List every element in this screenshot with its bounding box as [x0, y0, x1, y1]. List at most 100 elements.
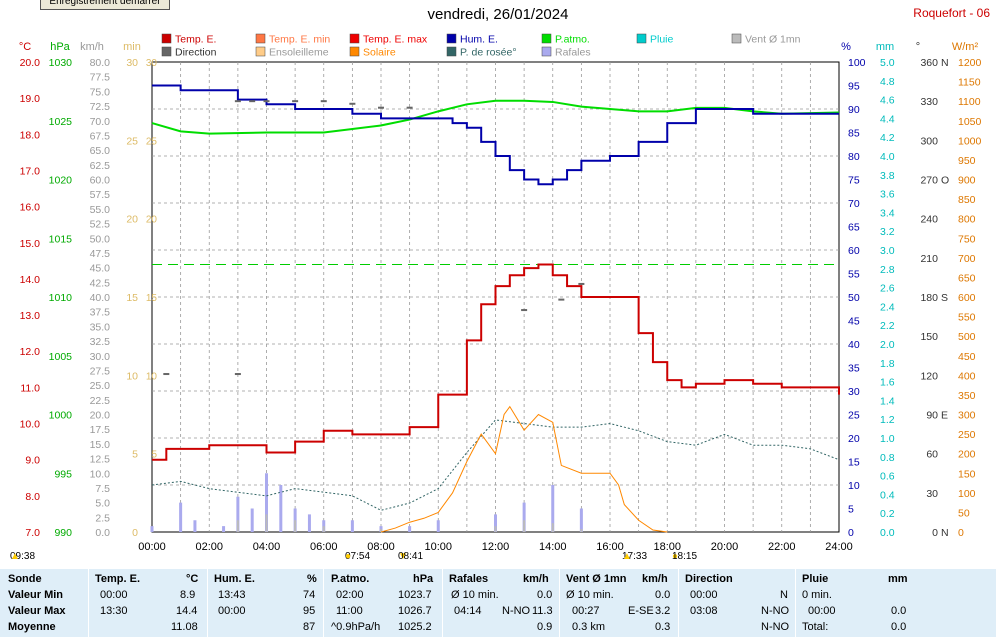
x-tick-label: 06:00	[310, 541, 338, 553]
rain-axis-label: 1.8	[880, 358, 895, 370]
rain-axis-label: 3.6	[880, 189, 895, 201]
rain-axis-label: 0.2	[880, 508, 895, 520]
x-tick-label: 02:00	[195, 541, 223, 553]
rain-axis-label: 0.8	[880, 452, 895, 464]
rain-axis-label: 4.8	[880, 76, 895, 88]
rain-axis-label: 2.8	[880, 264, 895, 276]
temp-axis-label: 14.0	[20, 274, 41, 286]
stats-panel: Sonde Valeur Min Valeur Max Moyenne Temp…	[0, 569, 996, 637]
x-tick-label: 22:00	[768, 541, 796, 553]
dewpoint-line	[151, 419, 840, 511]
direction-cardinal-label: E	[941, 410, 948, 422]
sunshine-axis-label-inner: 15	[146, 293, 158, 304]
wind-axis-label: 42.5	[90, 277, 111, 289]
stats-header-hum: Hum. E.	[214, 573, 255, 585]
direction-axis-label: 120	[920, 370, 938, 382]
temp-axis-label: 15.0	[20, 238, 41, 250]
sunshine-axis-label-inner: 25	[146, 136, 158, 147]
humidity-axis-label: 10	[848, 480, 860, 492]
rain-axis-label: 3.0	[880, 245, 895, 257]
stats-row-label: Valeur Min	[8, 589, 64, 601]
legend-swatch	[541, 33, 552, 44]
solar-axis-label: 750	[958, 233, 976, 245]
rain-axis-label: 4.0	[880, 151, 895, 163]
wind-bar	[380, 529, 382, 532]
stats-cell: 11.08	[171, 621, 198, 633]
temp-axis-label: 10.0	[20, 419, 41, 431]
stats-cell: Ø 10 min.	[451, 589, 499, 601]
sunshine-axis-label: 15	[126, 292, 138, 304]
wind-axis-label: 60.0	[90, 175, 111, 187]
direction-axis-label: 90	[926, 410, 938, 422]
rafales-bar	[350, 520, 354, 532]
stats-cell: N-NO	[761, 621, 790, 633]
stats-cell: 13:30	[100, 605, 128, 617]
stats-cell: 14.4	[176, 605, 198, 617]
legend-swatch	[349, 46, 360, 57]
rafales-bar	[522, 502, 526, 532]
sunshine-axis-label: 25	[126, 135, 138, 147]
stats-cell: 1025.2	[398, 621, 432, 633]
solar-axis-label: 700	[958, 253, 976, 265]
temperature-line	[152, 263, 840, 461]
stats-row-label: Valeur Max	[8, 605, 66, 617]
sun-timeline: 09:38 ▲ 07:54 ● ▼ 08:41 17:33 ▲ ● 18:15	[10, 551, 698, 562]
direction-mark	[521, 309, 528, 312]
direction-mark	[558, 298, 565, 301]
sunshine-axis-label: 10	[126, 370, 138, 382]
humidity-axis-label: 65	[848, 222, 860, 234]
solar-axis-label: 50	[958, 507, 970, 519]
stats-header-rafales: Rafales	[449, 573, 489, 585]
stats-cell: 0.9	[537, 621, 553, 633]
stats-header-patm: P.atmo.	[331, 573, 370, 585]
direction-mark	[263, 100, 270, 103]
axis-unit-label: km/h	[80, 41, 104, 53]
sunshine-axis-label-inner: 20	[146, 215, 158, 226]
record-start-button[interactable]: Enregistrement démarrer	[40, 0, 170, 10]
axis-unit-label: min	[123, 41, 141, 53]
wind-axis-label: 12.5	[90, 454, 111, 466]
temp-axis-label: 12.0	[20, 346, 41, 358]
legend-swatch	[731, 33, 742, 44]
pressure-axis-label: 1015	[49, 233, 73, 245]
legend-label: Hum. E.	[460, 34, 498, 46]
solar-axis-label: 950	[958, 155, 976, 167]
wind-axis-label: 2.5	[95, 512, 110, 524]
wind-axis-label: 22.5	[90, 395, 111, 407]
direction-mark	[320, 100, 327, 103]
wind-axis-label: 67.5	[90, 130, 111, 142]
stats-cell: 0.3 km	[572, 621, 606, 633]
rain-axis-label: 4.4	[880, 113, 895, 125]
legend-label: Pluie	[650, 34, 674, 46]
wind-axis-label: 47.5	[90, 248, 111, 260]
direction-mark	[578, 282, 585, 285]
solar-axis-label: 1000	[958, 135, 982, 147]
rain-axis-label: 5.0	[880, 57, 895, 69]
wind-bar	[236, 520, 239, 532]
temp-axis-label: 18.0	[20, 129, 41, 141]
rain-axis-label: 3.8	[880, 170, 895, 182]
stats-header-direction: Direction	[685, 573, 733, 585]
stats-cell: 0.3	[655, 621, 671, 633]
stats-cell: E-SE	[628, 605, 654, 617]
temp-axis-label: 7.0	[25, 527, 40, 539]
stats-cell: 3.2	[655, 605, 671, 617]
x-tick-label: 08:00	[367, 541, 395, 553]
rafales-bar	[307, 514, 311, 532]
wind-axis-label: 20.0	[90, 410, 111, 422]
stats-cell: 0.0	[891, 605, 907, 617]
legend-label: Temp. E.	[175, 34, 216, 46]
axis-unit-label: %	[841, 41, 851, 53]
temp-axis-label: 13.0	[20, 310, 41, 322]
rain-axis-label: 2.6	[880, 283, 895, 295]
axis-unit-label: °C	[19, 41, 31, 53]
stats-cell: Ø 10 min.	[566, 589, 614, 601]
temp-axis-label: 19.0	[20, 93, 41, 105]
x-tick-label: 18:00	[653, 541, 681, 553]
wind-axis-label: 5.0	[95, 498, 110, 510]
stats-header-sonde: Sonde	[8, 573, 42, 585]
sunshine-axis-label: 20	[126, 214, 138, 226]
direction-axis-label: 210	[920, 253, 938, 265]
stats-cell: N-NO	[502, 605, 531, 617]
humidity-axis-label: 90	[848, 104, 860, 116]
